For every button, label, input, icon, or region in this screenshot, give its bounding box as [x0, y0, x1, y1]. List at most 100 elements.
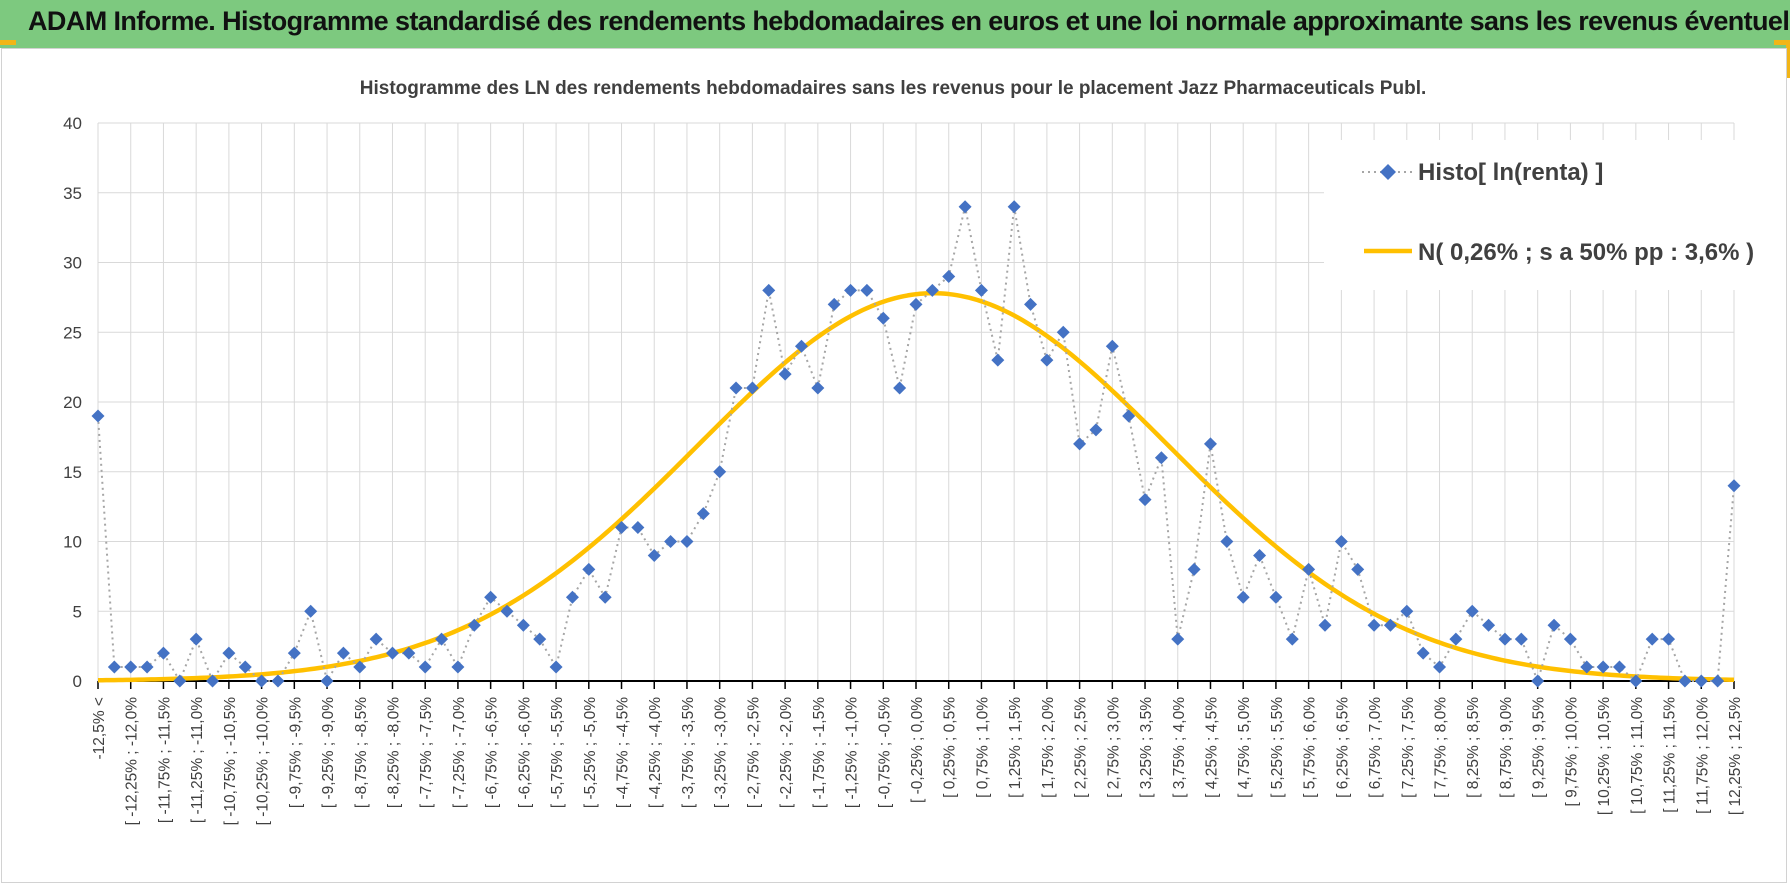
x-tick-label: [ -8,75% ; -8,5% — [353, 697, 370, 808]
histo-point — [1073, 437, 1087, 451]
x-tick-label: [ -11,25% ; -11,0% — [189, 697, 206, 823]
histo-point — [647, 548, 661, 562]
chart-frame — [1, 48, 1787, 883]
x-tick-label: [ -4,75% ; -4,5% — [615, 697, 632, 808]
histo-point — [1547, 618, 1561, 632]
x-tick-label: [ 2,75% ; 3,0% — [1105, 697, 1122, 798]
legend: Histo[ ln(renta) ] N( 0,26% ; s a 50% pp… — [1324, 140, 1754, 290]
x-tick-label: [ 9,25% ; 9,5% — [1531, 697, 1548, 798]
histo-point — [222, 646, 236, 660]
histo-point — [238, 660, 252, 674]
histo-point — [1007, 200, 1021, 214]
x-tick-label: [ -8,25% ; -8,0% — [385, 697, 402, 808]
x-tick-label: [ 1,75% ; 2,0% — [1040, 697, 1057, 798]
x-tick-label: [ 12,25% ; 12,5% — [1727, 697, 1744, 815]
histo-point — [304, 604, 318, 618]
histo-point — [1727, 479, 1741, 493]
y-tick-label: 30 — [63, 254, 82, 273]
histo-point — [1514, 632, 1528, 646]
histo-point — [729, 381, 743, 395]
histo-point — [991, 353, 1005, 367]
histo-point — [1269, 590, 1283, 604]
histo-point — [402, 646, 416, 660]
x-tick-label: [ 0,75% ; 1,0% — [974, 697, 991, 798]
y-tick-label: 20 — [63, 393, 82, 412]
x-tick-label: [ -2,25% ; -2,0% — [778, 697, 795, 808]
histo-point — [156, 646, 170, 660]
histo-point — [1302, 562, 1316, 576]
histo-point — [107, 660, 121, 674]
histo-point — [860, 283, 874, 297]
x-tick-label: [ -1,75% ; -1,5% — [811, 697, 828, 808]
x-tick-label: [ 7,25% ; 7,5% — [1400, 697, 1417, 798]
x-tick-label: [ -4,25% ; -4,0% — [647, 697, 664, 808]
histo-point — [385, 646, 399, 660]
histo-point — [598, 590, 612, 604]
x-tick-label: [ -7,25% ; -7,0% — [451, 697, 468, 808]
histo-point — [1318, 618, 1332, 632]
histo-point — [1367, 618, 1381, 632]
histo-point — [876, 311, 890, 325]
histo-point — [1580, 660, 1594, 674]
histo-point — [320, 674, 334, 688]
histo-point — [1563, 632, 1577, 646]
histo-point — [206, 674, 220, 688]
y-axis-tick-labels: 0 5 10 15 20 25 30 35 40 — [63, 114, 82, 691]
histo-point — [565, 590, 579, 604]
y-tick-label: 10 — [63, 533, 82, 552]
histo-point — [1040, 353, 1054, 367]
histo-point — [516, 618, 530, 632]
x-tick-label: [ 6,25% ; 6,5% — [1334, 697, 1351, 798]
legend-swatch-histo-marker — [1380, 164, 1396, 180]
histo-point — [1171, 632, 1185, 646]
x-tick-label: [ 11,75% ; 12,0% — [1694, 697, 1711, 814]
histo-point — [1105, 339, 1119, 353]
histo-point — [467, 618, 481, 632]
x-tick-label: [ -9,25% ; -9,0% — [320, 697, 337, 808]
header-bar: ADAM Informe. Histogramme standardisé de… — [0, 0, 1790, 48]
x-tick-label: [ -7,75% ; -7,5% — [418, 697, 435, 808]
x-tick-label: -12,5% < — [91, 697, 108, 759]
x-tick-label: [ 1,25% ; 1,5% — [1007, 697, 1024, 798]
histo-point — [500, 604, 514, 618]
histo-point — [140, 660, 154, 674]
corner-accent-top-left — [0, 40, 16, 45]
x-tick-label: [ 4,75% ; 5,0% — [1236, 697, 1253, 798]
histo-point — [484, 590, 498, 604]
x-tick-label: [ -6,25% ; -6,0% — [516, 697, 533, 808]
histo-point — [189, 632, 203, 646]
histo-point — [762, 283, 776, 297]
histo-point — [1416, 646, 1430, 660]
histo-point — [1138, 493, 1152, 507]
x-tick-label: [ 7,75% ; 8,0% — [1433, 697, 1450, 798]
x-axis-tick-labels: -12,5% < [ -12,25% ; -12,0% [ -11,75% ; -1… — [91, 697, 1744, 826]
histo-point — [1154, 451, 1168, 465]
legend-label-histo: Histo[ ln(renta) ] — [1418, 159, 1603, 186]
x-tick-label: [ 10,25% ; 10,5% — [1596, 697, 1613, 815]
x-tick-label: [ 4,25% ; 4,5% — [1203, 697, 1220, 798]
horizontal-gridlines — [98, 122, 1734, 612]
histo-point — [811, 381, 825, 395]
legend-background — [1324, 140, 1748, 290]
histo-point — [1089, 423, 1103, 437]
histo-point — [680, 535, 694, 548]
histo-point — [1449, 632, 1463, 646]
histo-point — [1400, 604, 1414, 618]
x-tick-label: [ -1,25% ; -1,0% — [844, 697, 861, 808]
histo-point — [942, 269, 956, 283]
histo-point — [549, 660, 563, 674]
y-tick-label: 35 — [63, 184, 82, 203]
histo-point — [1433, 660, 1447, 674]
histo-series-points — [91, 200, 1741, 688]
x-tick-label: [ -0,25% ; 0,0% — [909, 697, 926, 803]
histo-point — [827, 297, 841, 311]
x-tick-label: [ 10,75% ; 11,0% — [1629, 697, 1646, 814]
x-tick-label: [ 0,25% ; 0,5% — [942, 697, 959, 798]
histo-point — [745, 381, 759, 395]
histo-point — [615, 521, 629, 535]
histo-point — [1498, 632, 1512, 646]
histo-point — [1056, 325, 1070, 339]
histo-point — [1383, 618, 1397, 632]
chart-title: Histogramme des LN des rendements hebdom… — [360, 78, 1427, 99]
